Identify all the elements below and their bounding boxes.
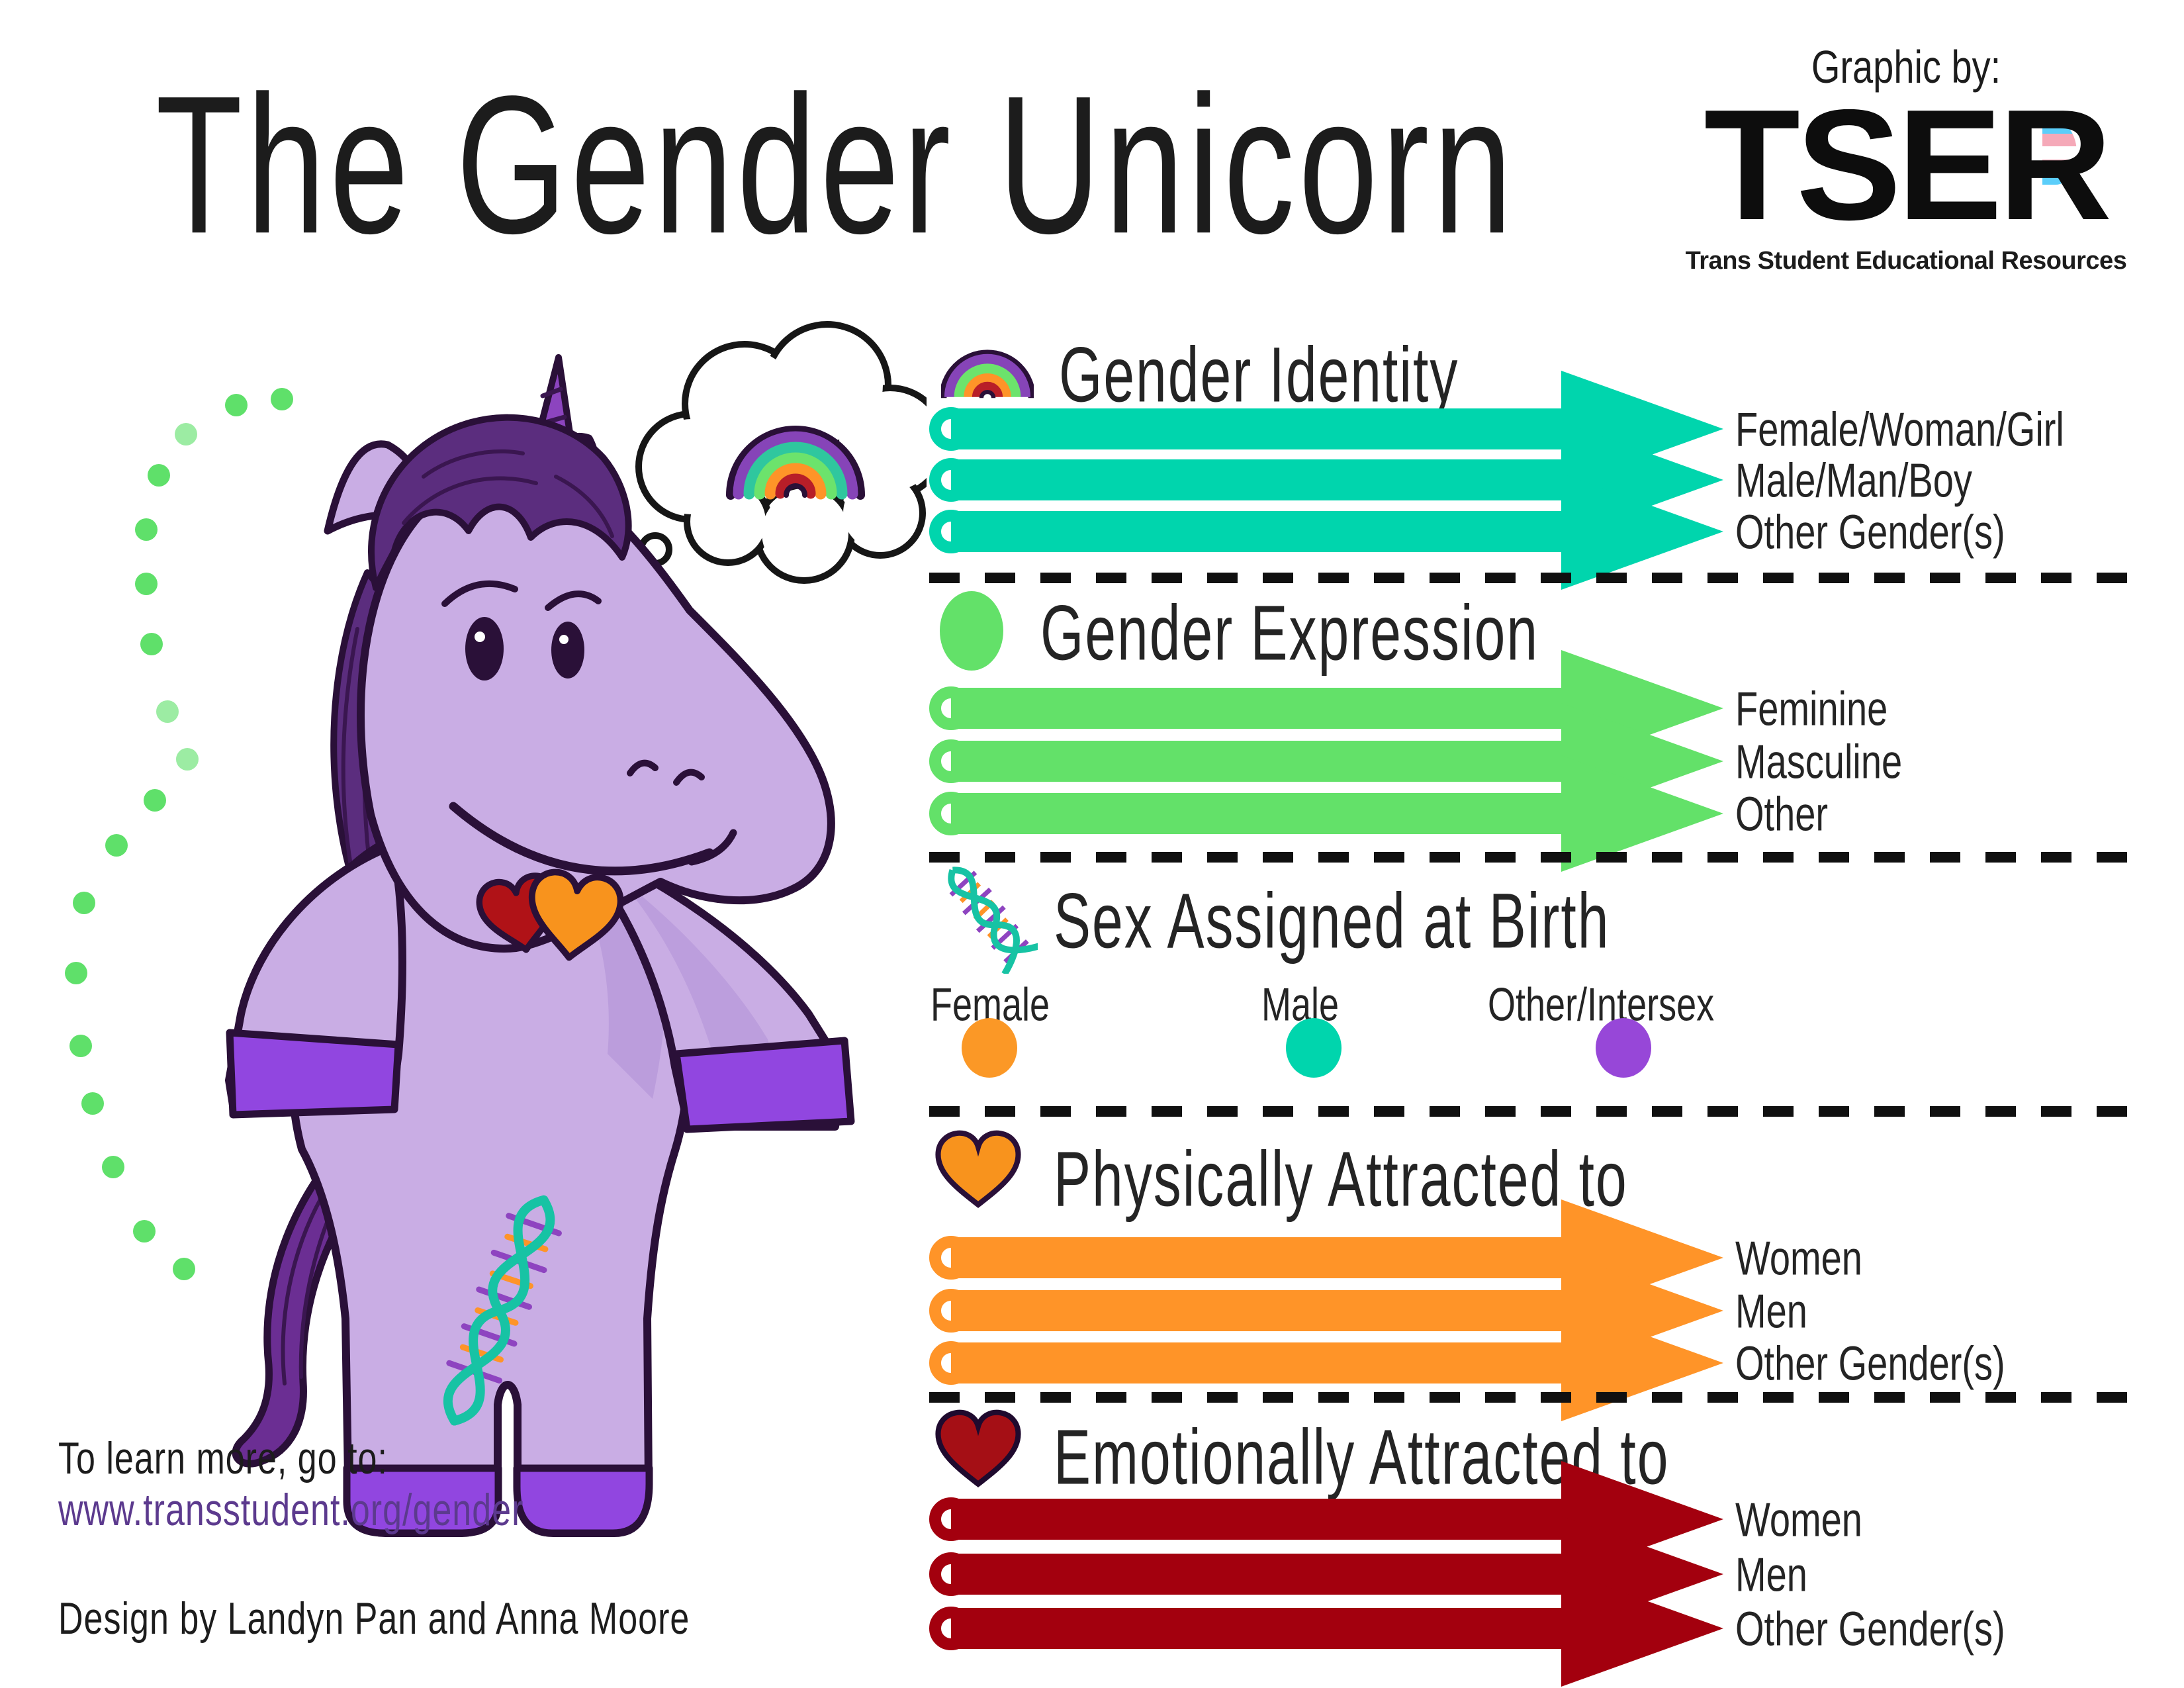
arrow-head bbox=[1561, 473, 1723, 590]
arrow-label: Masculine bbox=[1735, 734, 1903, 788]
section-heading-gender-expression: Gender Expression bbox=[1040, 589, 1539, 677]
arrow-label: Women bbox=[1735, 1231, 1862, 1285]
unicorn-face bbox=[441, 580, 737, 876]
arrow-label: Other Gender(s) bbox=[1735, 1336, 2005, 1390]
right-leg-cuff bbox=[513, 1464, 653, 1537]
arrow-label: Feminine bbox=[1735, 681, 1888, 735]
learn-more-url[interactable]: www.transstudent.org/gender bbox=[58, 1485, 524, 1536]
left-arm-cuff bbox=[226, 1029, 402, 1119]
dna-icon bbox=[948, 867, 1038, 974]
arrow-label: Men bbox=[1735, 1547, 1807, 1601]
page-title: The Gender Unicorn bbox=[156, 54, 1516, 275]
section-heading-gender-identity: Gender Identity bbox=[1059, 331, 1459, 418]
female-dot bbox=[962, 1018, 1017, 1078]
arrow-shaft bbox=[951, 1554, 1561, 1595]
arrow-shaft bbox=[951, 1342, 1561, 1383]
arrow-label: Other bbox=[1735, 786, 1829, 841]
dna-mark bbox=[443, 1195, 562, 1426]
left-leg-cuff bbox=[343, 1464, 502, 1537]
orange-heart-icon bbox=[935, 1130, 1021, 1209]
unicorn-illustration bbox=[225, 321, 927, 1537]
arrow-head bbox=[1561, 1305, 1723, 1421]
arrow-shaft bbox=[951, 688, 1561, 729]
arrow-label: Other Gender(s) bbox=[1735, 1601, 2005, 1656]
arrow-shaft bbox=[951, 511, 1561, 552]
section-heading-sex-assigned-at-birth: Sex Assigned at Birth bbox=[1054, 877, 1610, 964]
tser-subtitle: Trans Student Educational Resources bbox=[1685, 247, 2127, 275]
dashed-separator bbox=[929, 1106, 2152, 1117]
arrow-shaft bbox=[951, 1608, 1561, 1649]
arrow-shaft bbox=[951, 793, 1561, 834]
tser-wordmark: TSER bbox=[1704, 77, 2113, 253]
arrow-row: Other Gender(s) bbox=[929, 473, 2184, 590]
design-credit: Design by Landyn Pan and Anna Moore bbox=[58, 1594, 690, 1644]
dashed-separator bbox=[929, 1392, 2152, 1403]
learn-more-label: To learn more, go to: bbox=[58, 1434, 388, 1484]
arrow-shaft bbox=[951, 1290, 1561, 1331]
arrow-label: Female/Woman/Girl bbox=[1735, 402, 2064, 456]
green-circle-icon bbox=[940, 591, 1003, 671]
rainbow-icon bbox=[941, 350, 1034, 399]
graphic-by-label: Graphic by: bbox=[1811, 40, 2001, 93]
arrow-shaft bbox=[951, 741, 1561, 782]
arrow-shaft bbox=[951, 1499, 1561, 1540]
section-heading-physically-attracted-to: Physically Attracted to bbox=[1054, 1135, 1628, 1223]
male-dot bbox=[1286, 1018, 1342, 1078]
arrow-label: Male/Man/Boy bbox=[1735, 453, 1972, 507]
arrow-shaft bbox=[951, 408, 1561, 449]
arrow-row: Other Gender(s) bbox=[929, 1305, 2184, 1421]
other-intersex-dot bbox=[1596, 1018, 1651, 1078]
arrow-label: Men bbox=[1735, 1284, 1807, 1338]
arrow-row: Other Gender(s) bbox=[929, 1570, 2184, 1687]
rainbow-icon bbox=[726, 426, 865, 500]
orange-heart-mark bbox=[528, 868, 624, 961]
arrow-shaft bbox=[951, 459, 1561, 500]
sex-category-label: Other/Intersex bbox=[1488, 979, 1715, 1031]
right-arm-cuff bbox=[672, 1037, 855, 1133]
arrow-head bbox=[1561, 1570, 1723, 1687]
arrow-shaft bbox=[951, 1237, 1561, 1278]
arrow-label: Other Gender(s) bbox=[1735, 504, 2005, 559]
tser-logo: Graphic by: TSER Trans Student Education… bbox=[1681, 40, 2131, 275]
arrow-label: Women bbox=[1735, 1492, 1862, 1546]
dark-red-heart-icon bbox=[935, 1409, 1021, 1488]
dashed-separator bbox=[929, 852, 2152, 863]
dashed-separator bbox=[929, 573, 2152, 583]
